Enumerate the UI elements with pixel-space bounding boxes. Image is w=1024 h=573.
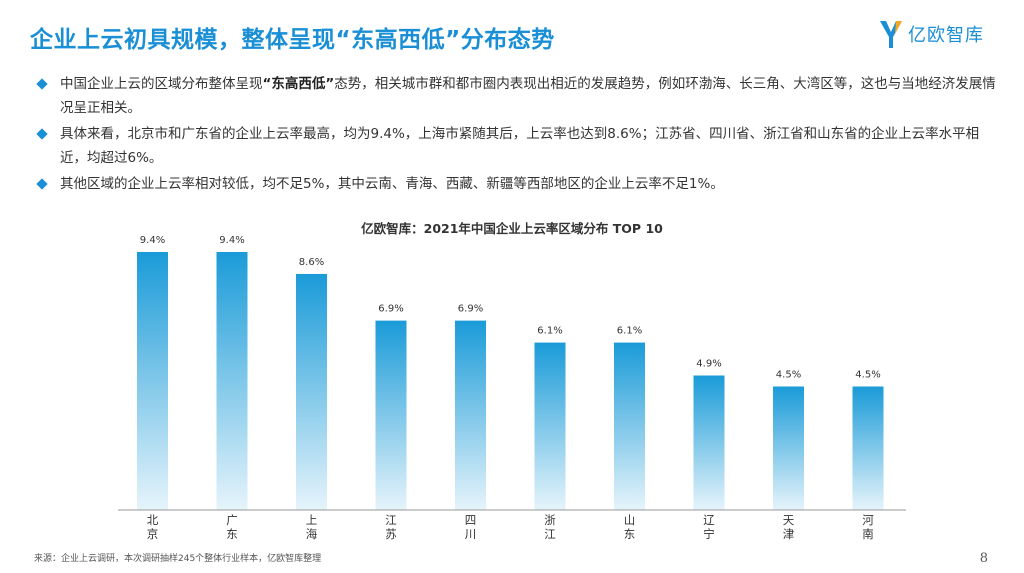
data-label: 4.5% bbox=[776, 369, 801, 380]
bullet-item: 其他区域的企业上云率相对较低，均不足5%，其中云南、青海、西藏、新疆等西部地区的… bbox=[34, 172, 999, 196]
logo-mark-icon bbox=[880, 21, 902, 48]
category-label: 山东 bbox=[624, 513, 636, 541]
bar-浙江 bbox=[534, 342, 566, 510]
chart-title: 亿欧智库：2021年中国企业上云率区域分布 TOP 10 bbox=[361, 221, 663, 236]
bullet-text: 具体来看，北京市和广东省的企业上云率最高，均为9.4%，上海市紧随其后，上云率也… bbox=[60, 126, 980, 166]
category-label: 河南 bbox=[862, 513, 874, 541]
bar-上海 bbox=[296, 273, 327, 510]
logo-text: 亿欧智库 bbox=[908, 25, 984, 46]
bullet-text: 其他区域的企业上云率相对较低，均不足5%，其中云南、青海、西藏、新疆等西部地区的… bbox=[60, 176, 724, 192]
bar-河南 bbox=[852, 386, 884, 510]
page-title: 企业上云初具规模，整体呈现“东高西低”分布态势 bbox=[30, 27, 555, 53]
diamond-bullet-icon bbox=[36, 128, 48, 140]
category-label: 浙江 bbox=[544, 513, 556, 541]
data-label: 4.9% bbox=[696, 359, 721, 370]
data-label: 6.9% bbox=[378, 304, 403, 315]
category-label: 上海 bbox=[306, 513, 318, 541]
bullet-list: 中国企业上云的区域分布整体呈现“东高西低”态势，相关城市群和都市圈内表现出相近的… bbox=[34, 72, 999, 198]
data-label: 6.9% bbox=[458, 304, 483, 315]
bar-chart: 9.4% 北京 9.4% 广东 8.6% 上海 6.9% 江苏 6.9% 四川 6.1% 浙江 6.1%… bbox=[118, 235, 906, 541]
category-label: 北京 bbox=[147, 513, 159, 541]
category-label: 广东 bbox=[226, 513, 238, 541]
category-label: 四川 bbox=[465, 513, 477, 541]
brand-logo: 亿欧智库 bbox=[878, 18, 984, 50]
page-number: 8 bbox=[979, 551, 988, 566]
bullet-text: 中国企业上云的区域分布整体呈现“东高西低”态势，相关城市群和都市圈内表现出相近的… bbox=[60, 76, 996, 116]
data-label: 8.6% bbox=[299, 257, 324, 268]
data-label: 9.4% bbox=[140, 235, 165, 246]
diamond-bullet-icon bbox=[36, 178, 48, 190]
category-label: 天津 bbox=[783, 513, 795, 541]
bar-山东 bbox=[614, 342, 645, 510]
bar-北京 bbox=[137, 252, 168, 510]
bar-四川 bbox=[455, 320, 486, 510]
data-label: 6.1% bbox=[537, 326, 562, 337]
bar-广东 bbox=[216, 252, 248, 510]
bar-天津 bbox=[773, 386, 804, 510]
data-label: 4.5% bbox=[855, 369, 880, 380]
bar-辽宁 bbox=[693, 375, 725, 510]
data-label: 9.4% bbox=[219, 235, 244, 246]
diamond-bullet-icon bbox=[36, 78, 48, 90]
bullet-item: 中国企业上云的区域分布整体呈现“东高西低”态势，相关城市群和都市圈内表现出相近的… bbox=[34, 72, 999, 120]
data-label: 6.1% bbox=[617, 326, 642, 337]
source-note: 来源：企业上云调研，本次调研抽样245个整体行业样本，亿欧智库整理 bbox=[34, 554, 322, 564]
category-label: 辽宁 bbox=[703, 513, 715, 541]
bullet-item: 具体来看，北京市和广东省的企业上云率最高，均为9.4%，上海市紧随其后，上云率也… bbox=[34, 122, 999, 170]
category-label: 江苏 bbox=[385, 513, 397, 541]
bar-江苏 bbox=[375, 320, 407, 510]
